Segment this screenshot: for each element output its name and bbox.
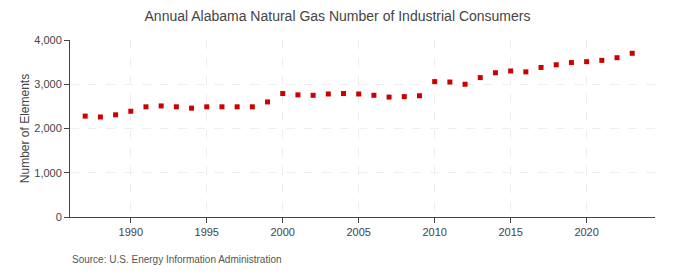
svg-text:0: 0 (56, 211, 62, 223)
svg-text:2000: 2000 (270, 226, 294, 238)
svg-text:1990: 1990 (119, 226, 143, 238)
svg-text:2005: 2005 (346, 226, 370, 238)
svg-text:2,000: 2,000 (34, 122, 62, 134)
svg-text:Source: U.S. Energy Informatio: Source: U.S. Energy Information Administ… (72, 254, 282, 265)
svg-text:2010: 2010 (422, 226, 446, 238)
svg-text:4,000: 4,000 (34, 34, 62, 46)
svg-text:3,000: 3,000 (34, 78, 62, 90)
svg-text:1995: 1995 (195, 226, 219, 238)
svg-text:Annual Alabama Natural Gas Num: Annual Alabama Natural Gas Number of Ind… (145, 8, 531, 24)
svg-text:2020: 2020 (574, 226, 598, 238)
svg-text:2015: 2015 (498, 226, 522, 238)
svg-text:1,000: 1,000 (34, 167, 62, 179)
svg-text:Number of Elements: Number of Elements (18, 74, 32, 183)
